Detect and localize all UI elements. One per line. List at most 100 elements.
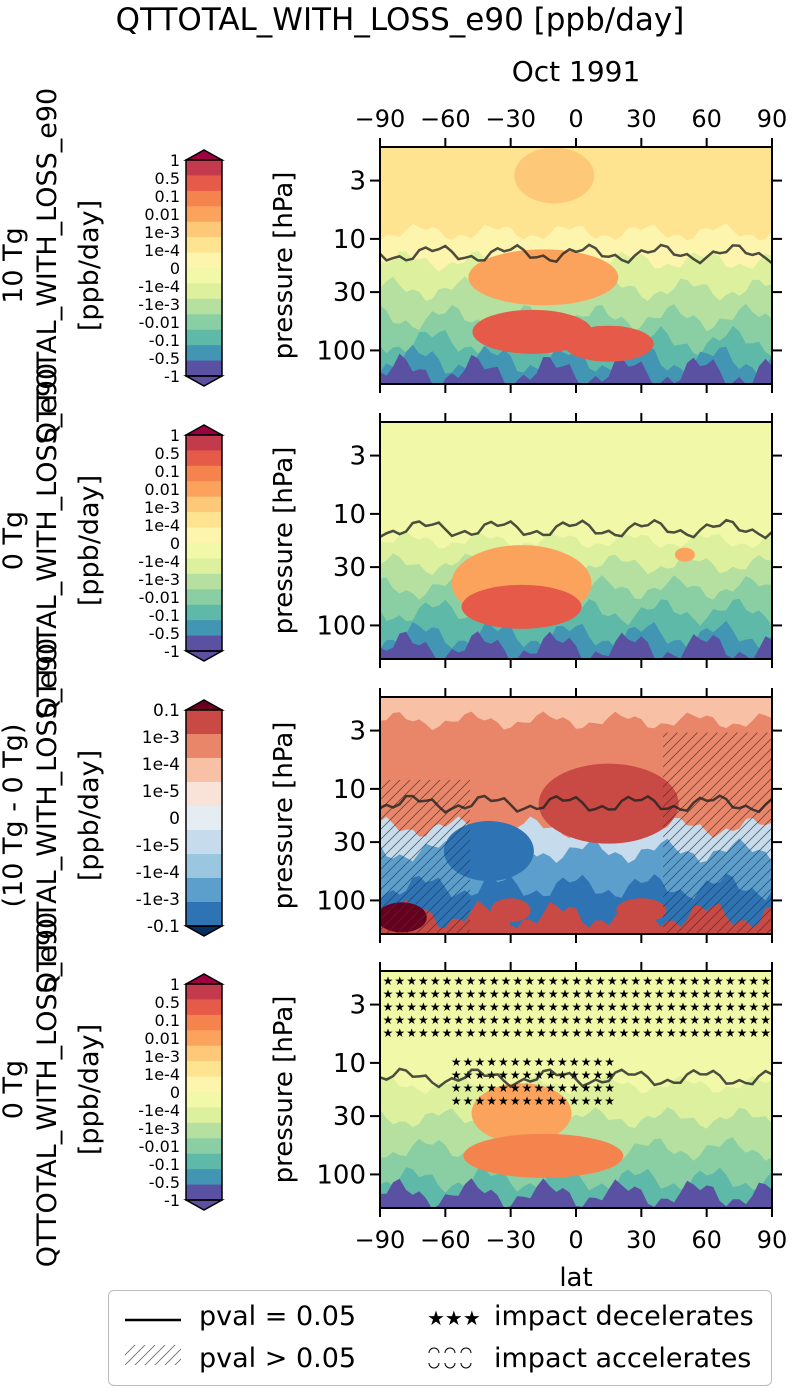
star-marker: ★	[522, 1081, 533, 1095]
star-marker: ★	[581, 1081, 592, 1095]
star-marker: ★	[689, 987, 700, 1001]
colorbar-segment	[186, 558, 222, 575]
y-tick-label: 3	[349, 167, 366, 197]
colorbar-segment	[186, 878, 222, 903]
colorbar-tick-label: 1e-4	[144, 241, 180, 260]
star-marker: ★	[383, 1026, 394, 1040]
star-marker: ★	[524, 987, 535, 1001]
star-marker: ★	[430, 1013, 441, 1027]
star-marker: ★	[725, 987, 736, 1001]
star-marker: ★	[689, 1000, 700, 1014]
x-tick-label: −90	[355, 1226, 406, 1254]
star-marker: ★	[701, 1026, 712, 1040]
colorbar-segment	[186, 620, 222, 637]
colorbar-tick-label: -1	[164, 367, 180, 386]
star-marker: ★	[477, 1000, 488, 1014]
colorbar-tick-label: -1e-3	[138, 295, 180, 314]
colorbar-tick-label: -1e-4	[138, 277, 180, 296]
circles-legend-swatch	[428, 1347, 472, 1369]
star-marker: ★	[510, 1055, 521, 1069]
colorbar-tick-label: -1e-5	[136, 836, 180, 856]
colorbar-segment	[186, 190, 222, 207]
star-marker: ★	[465, 1026, 476, 1040]
star-marker: ★	[406, 1026, 417, 1040]
star-marker: ★	[548, 987, 559, 1001]
star-marker: ★	[760, 1000, 771, 1014]
legend-circles-label: impact accelerates	[494, 1343, 752, 1374]
colorbar-segment	[186, 481, 222, 498]
colorbar-label: QTTOTAL_WITH_LOSS_e90	[32, 88, 63, 443]
star-marker: ★	[607, 987, 618, 1001]
hatch-region	[380, 779, 470, 934]
star-marker: ★	[498, 1081, 509, 1095]
pval-contour	[380, 794, 772, 814]
star-marker: ★	[569, 1055, 580, 1069]
star-marker: ★	[442, 987, 453, 1001]
star-marker: ★	[522, 1055, 533, 1069]
star-marker: ★	[592, 1068, 603, 1082]
y-tick-label: 30	[333, 553, 366, 583]
star-marker: ★	[630, 1000, 641, 1014]
star-marker: ★	[666, 987, 677, 1001]
colorbar-segment	[186, 1153, 222, 1170]
colorbar-tick-label: 0.1	[155, 1011, 180, 1030]
star-marker: ★	[595, 987, 606, 1001]
star-marker: ★	[760, 1013, 771, 1027]
star-marker: ★	[536, 974, 547, 988]
star-marker: ★	[406, 987, 417, 1001]
colorbar-tick-label: -0.5	[149, 624, 180, 643]
star-marker: ★	[604, 1055, 615, 1069]
panel-4: ★ ★ ★ ★ ★ ★ ★ ★ ★ ★ ★ ★ ★ ★ ★ ★ ★ ★ ★ ★ ★ ★ ★ ★ ★ ★ ★ ★ ★ ★ ★ ★ ★★ ★ ★ ★ ★ ★ ★…	[0, 912, 787, 1267]
star-marker: ★	[581, 1094, 592, 1108]
star-marker: ★	[430, 1026, 441, 1040]
colorbar-frame	[185, 434, 223, 652]
legend-hatch-label: pval > 0.05	[199, 1343, 357, 1374]
star-marker: ★	[512, 974, 523, 988]
significance-markers: ★ ★ ★ ★ ★ ★ ★ ★ ★ ★ ★ ★ ★ ★ ★ ★ ★ ★ ★ ★ ★ ★ ★ ★ ★ ★ ★ ★ ★ ★ ★ ★ ★★ ★ ★ ★ ★ ★ ★…	[383, 974, 771, 1108]
star-marker: ★	[394, 974, 405, 988]
colorbar-tick-label: 1	[170, 975, 180, 994]
star-marker: ★	[512, 1000, 523, 1014]
heatmap-field: ★ ★ ★ ★ ★ ★ ★ ★ ★ ★ ★ ★ ★ ★ ★ ★ ★ ★ ★ ★ ★ ★ ★ ★ ★ ★ ★ ★ ★ ★ ★ ★ ★★ ★ ★ ★ ★ ★ ★…	[380, 971, 772, 1208]
row-label: 0 Tg	[0, 1060, 29, 1119]
star-marker: ★	[619, 1013, 630, 1027]
colorbar-segment	[186, 450, 222, 467]
colorbar-segment	[186, 1030, 222, 1047]
colorbar-segment	[186, 298, 222, 315]
star-marker: ★	[748, 987, 759, 1001]
star-marker: ★	[383, 1013, 394, 1027]
y-tick-label: 10	[333, 775, 366, 805]
colorbar-segment	[186, 206, 222, 223]
x-tick-label: −90	[355, 105, 406, 133]
star-marker: ★	[383, 974, 394, 988]
star-marker: ★	[630, 1026, 641, 1040]
star-marker: ★	[486, 1055, 497, 1069]
star-marker: ★	[451, 1055, 462, 1069]
colorbar-segment	[186, 221, 222, 238]
colorbar-tick-label: 1e-3	[142, 728, 180, 748]
star-marker: ★	[607, 974, 618, 988]
star-marker: ★	[418, 1013, 429, 1027]
star-marker: ★	[430, 987, 441, 1001]
star-marker: ★	[498, 1068, 509, 1082]
star-marker: ★	[630, 1013, 641, 1027]
star-marker: ★	[474, 1055, 485, 1069]
star-marker: ★	[654, 1000, 665, 1014]
star-marker: ★	[477, 1026, 488, 1040]
colorbar-tick-label: -1e-3	[138, 570, 180, 589]
star-marker: ★	[607, 1026, 618, 1040]
contour-band	[514, 147, 595, 204]
star-marker: ★	[501, 1013, 512, 1027]
star-marker: ★	[630, 974, 641, 988]
colorbar-units: [ppb/day]	[74, 200, 105, 331]
star-marker: ★	[666, 1026, 677, 1040]
contour-band	[674, 547, 695, 562]
star-marker: ★	[678, 1000, 689, 1014]
star-marker: ★	[678, 987, 689, 1001]
contour-band	[563, 325, 654, 362]
colorbar-tick-label: -0.1	[147, 917, 180, 937]
contour-band	[538, 763, 679, 844]
star-marker: ★	[451, 1094, 462, 1108]
x-tick-label: 0	[568, 1226, 583, 1254]
x-tick-label: 30	[626, 105, 657, 133]
